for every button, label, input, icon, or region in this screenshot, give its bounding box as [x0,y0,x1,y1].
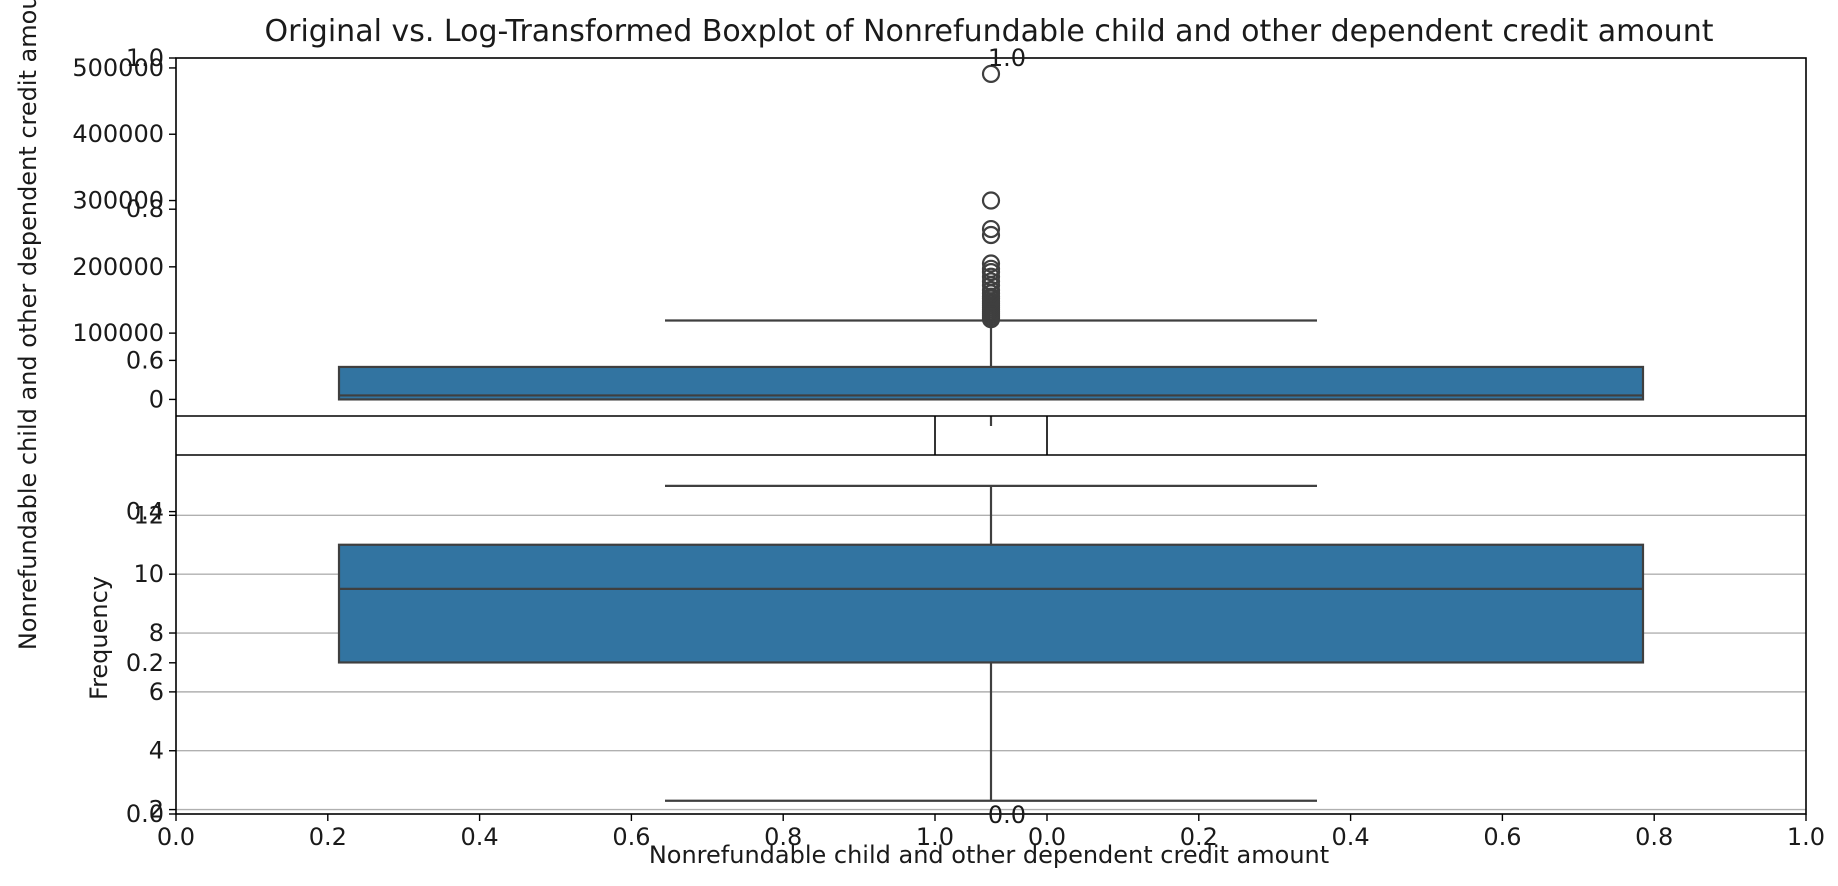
bg-y-tick-label: 0.2 [126,649,164,677]
axes-frames [175,57,1807,815]
top-y-tick-label: 100000 [72,319,164,347]
bottom-box [337,543,1645,664]
right-x-tick-label: 0.0 [1028,823,1066,851]
top-y-tick-label: 300000 [72,187,164,215]
bottom-y-tick-label: 10 [133,560,164,588]
top-outlier-point [981,64,1001,84]
left-x-tick-label: 1.0 [916,823,954,851]
top-box [337,365,1645,401]
top-outlier-point [981,219,1001,239]
left-x-tick-label: 0.4 [461,823,499,851]
right-x-tick-label: 0.2 [1180,823,1218,851]
bottom-panel-y-axis-label: Frequency [85,576,113,700]
left-x-tick-label: 0.0 [157,823,195,851]
top-outlier-point [981,267,1001,286]
middle-y-tick-label: 1.0 [988,44,1026,72]
top-y-tick-label: 400000 [72,120,164,148]
bottom-y-tick-label: 12 [133,501,164,529]
top-y-tick-label: 500000 [72,54,164,82]
top-outlier-point [981,254,1001,273]
left-x-tick-label: 0.8 [764,823,802,851]
bg-y-tick-label: 0.6 [126,346,164,374]
left-x-tick-label: 0.6 [612,823,650,851]
top-outlier-point [981,225,1001,245]
right-x-tick-label: 0.6 [1483,823,1521,851]
top-outlier-point [981,259,1001,278]
top-y-tick-label: 0 [149,385,164,413]
bg-y-tick-label: 0.8 [126,195,164,223]
bg-y-tick-label: 0.4 [126,498,164,526]
boxplot-marks [337,64,1645,802]
right-x-tick-label: 1.0 [1787,823,1825,851]
axis-ticks: 0.0 0.2 0.4 0.6 0.8 1.0 0 100000 200000 300000 400… [72,44,1825,851]
background-axes-frame [175,57,1807,815]
outer-x-axis-label: Nonrefundable child and other dependent … [649,841,1329,869]
bottom-y-tick-label: 4 [149,737,164,765]
top-outlier-point [981,280,1001,300]
right-x-tick-label: 0.4 [1332,823,1370,851]
bottom-y-tick-label: 8 [149,619,164,647]
top-outlier-point [981,272,1001,291]
bg-y-tick-label: 1.0 [126,44,164,72]
bottom-y-tick-label: 6 [149,678,164,706]
top-y-tick-label: 200000 [72,253,164,281]
chart-title: Original vs. Log-Transformed Boxplot of … [265,14,1714,49]
outer-y-axis-label: Nonrefundable child and other dependent … [14,0,42,650]
bottom-y-tick-label: 2 [149,796,164,824]
bg-y-tick-label: 0.0 [126,800,164,828]
left-x-tick-label: 0.2 [309,823,347,851]
right-x-tick-label: 0.8 [1635,823,1673,851]
top-outlier-point [981,191,1001,210]
middle-x-tick-label: 0.0 [988,801,1026,829]
